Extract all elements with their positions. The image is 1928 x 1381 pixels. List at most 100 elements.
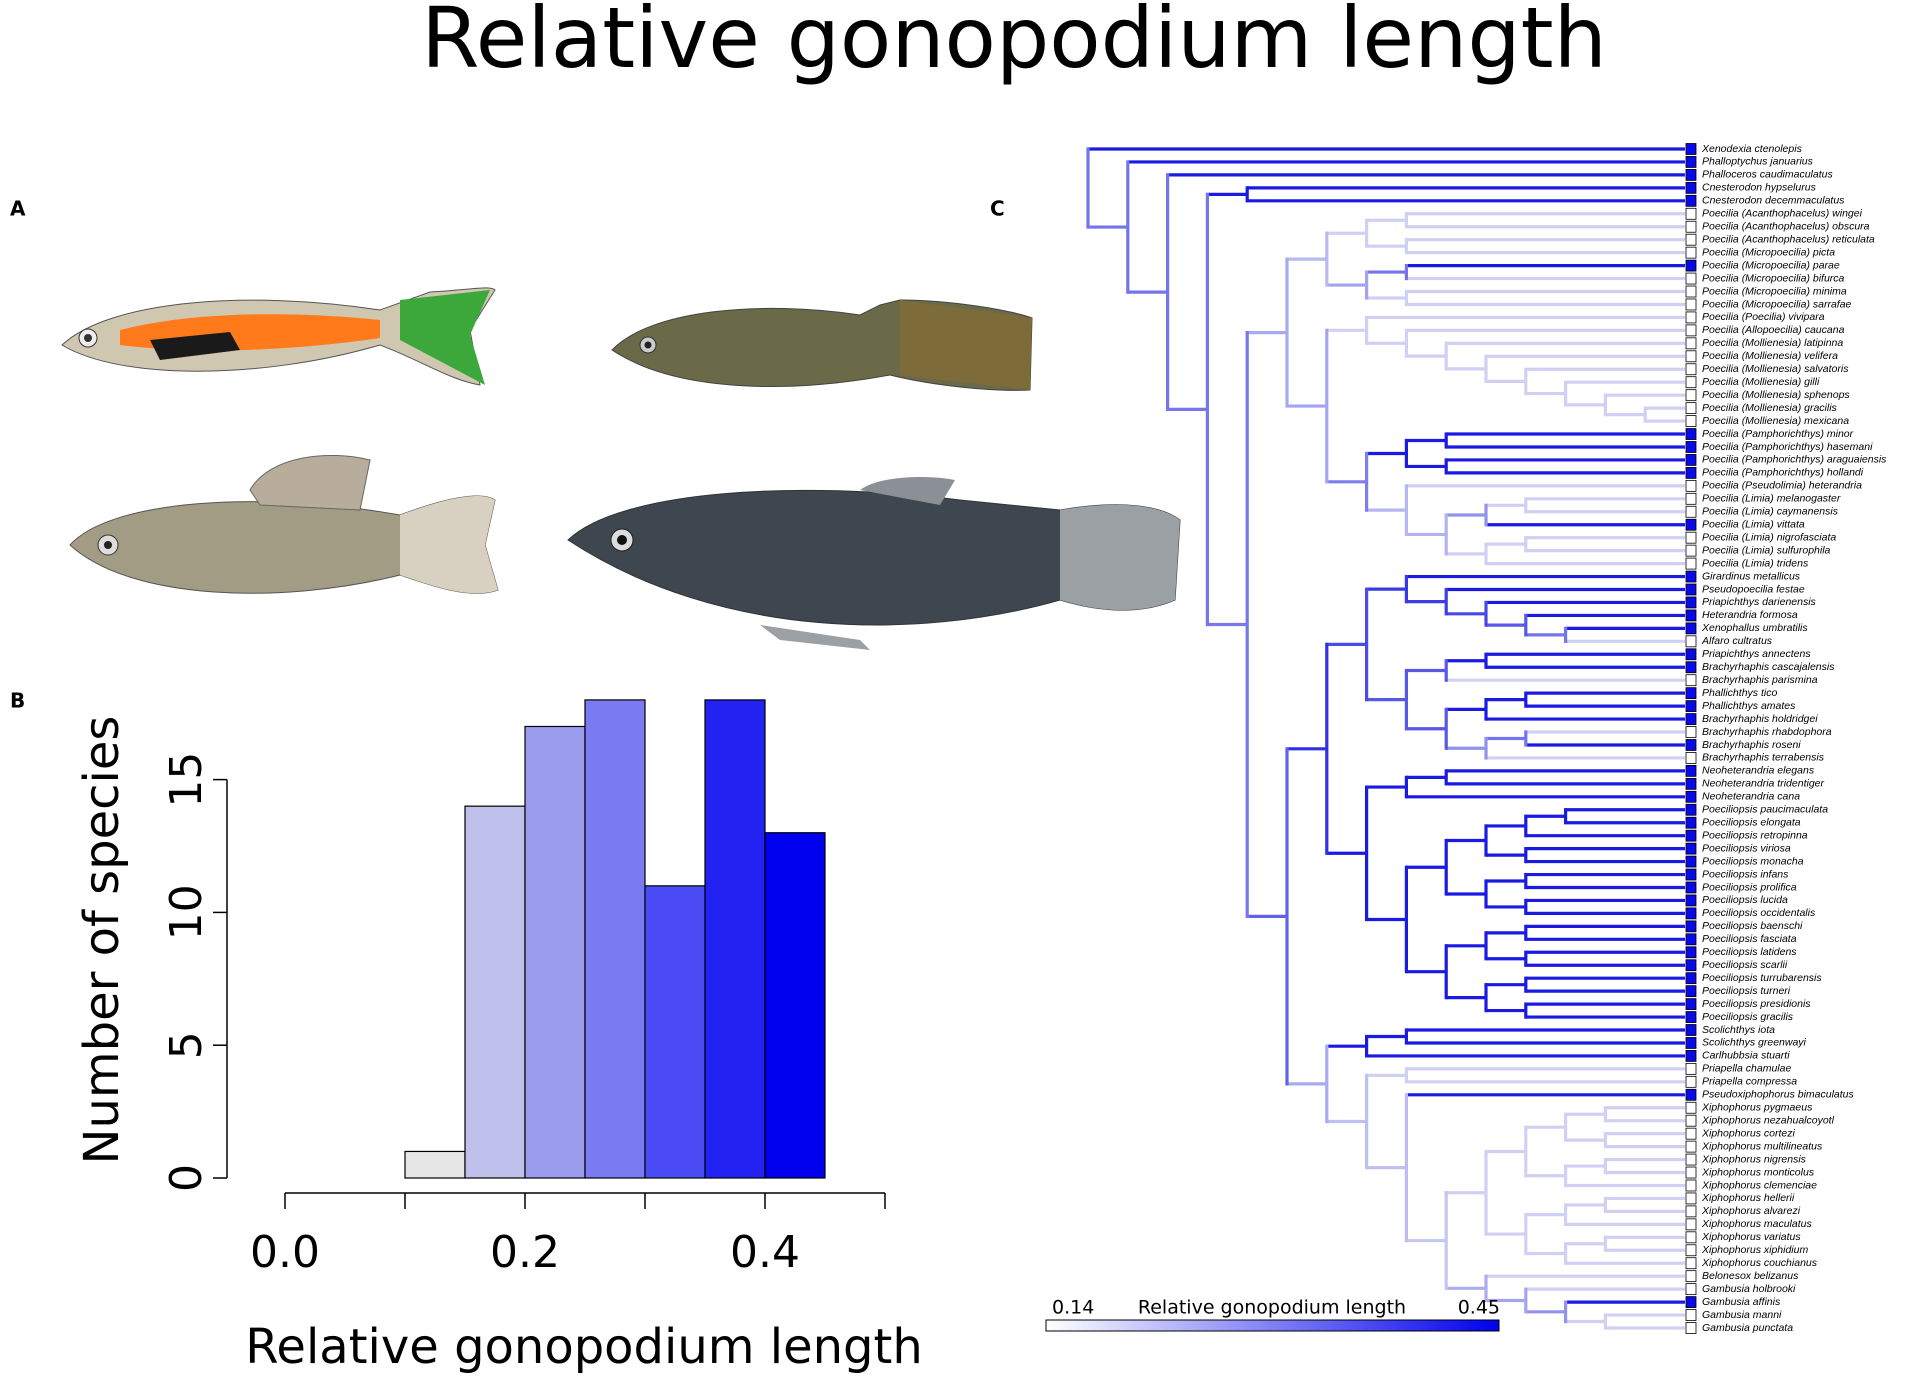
y-tick-label: 5 [161,1031,212,1059]
tip-box [1685,207,1697,220]
tip-label: Neoheterandria cana [1702,791,1800,803]
tip-box [1685,1011,1697,1023]
tip-label: Poeciliopsis monacha [1702,855,1804,867]
tip-label: Poecilia (Micropoecilia) bifurca [1702,272,1845,284]
tip-box [1685,1075,1697,1088]
tip-label: Gambusia holbrooki [1702,1283,1796,1295]
fish [61,287,496,386]
tip-box [1685,842,1697,855]
tip-box [1685,220,1697,233]
tip-label: Poeciliopsis infans [1702,868,1789,880]
tip-label: Poecilia (Acanthophacelus) obscura [1702,221,1870,233]
tip-box [1685,376,1697,389]
tip-box [1685,324,1697,337]
tip-box [1685,272,1697,285]
tip-box [1685,557,1697,570]
tip-label: Poeciliopsis latidens [1702,946,1797,958]
tip-box [1685,609,1697,622]
fish [69,455,499,594]
tip-label: Brachyrhaphis cascajalensis [1702,661,1835,673]
tip-box [1685,428,1697,440]
tip-label: Priapella compressa [1702,1076,1797,1088]
tip-label: Xiphophorus pygmaeus [1701,1102,1813,1114]
tip-box [1685,531,1697,544]
bar [524,725,586,1179]
tip-label: Poecilia (Limia) melanogaster [1702,493,1841,505]
tip-box [1685,156,1697,168]
bar [644,885,706,1179]
tip-box [1685,415,1697,427]
tip-box [1685,194,1697,207]
tip-label: Poeciliopsis presidionis [1702,998,1811,1010]
tip-box [1685,544,1697,557]
tip-box [1685,777,1697,790]
tip-box [1685,855,1697,868]
tip-label: Carlhubbsia stuarti [1702,1050,1790,1062]
tip-box [1685,1231,1697,1244]
tip-label: Poecilia (Pamphorichthys) araguaiensis [1702,454,1887,466]
tip-box [1685,661,1697,674]
tip-box [1685,700,1697,713]
tip-box [1685,739,1697,751]
tip-box [1685,1101,1697,1114]
panel-label: B [10,689,25,713]
tip-box [1685,311,1697,324]
tip-box [1685,687,1697,700]
tip-label: Poeciliopsis scarlii [1702,959,1788,971]
tip-label: Brachyrhaphis roseni [1702,739,1801,751]
tip-label: Poecilia (Limia) nigrofasciata [1702,531,1836,543]
tip-label: Poeciliopsis viriosa [1702,842,1791,854]
tip-label: Xiphophorus clemenciae [1701,1179,1817,1191]
tip-label: Scolichthys greenwayi [1702,1037,1807,1049]
tip-label: Poecilia (Poecilia) vivipara [1702,311,1825,323]
plots: 0 5 10 15 0.0 0.2 0.4 Relative gonopodium lengt… [74,143,1887,1375]
tip-label: Cnesterodon decemmaculatus [1702,195,1845,207]
colorbar-max: 0.45 [1458,1297,1500,1319]
tip-box [1685,972,1697,985]
tip-box [1685,1166,1697,1179]
tip-label: Xiphophorus monticolus [1701,1166,1815,1178]
tip-box [1685,1140,1697,1153]
tip-box [1685,1037,1697,1049]
tip-box [1685,570,1697,583]
tip-box [1685,1024,1697,1036]
tip-label: Brachyrhaphis rhabdophora [1702,726,1832,738]
tip-label: Gambusia affinis [1702,1296,1781,1308]
y-tick-label: 15 [161,752,212,808]
tip-box [1685,181,1697,194]
tip-box [1685,752,1697,764]
tip-label: Xiphophorus alvarezi [1701,1205,1801,1217]
panel-label: C [990,197,1005,221]
tip-label: Xiphophorus hellerii [1701,1192,1795,1204]
tip-box [1685,881,1697,894]
tip-box [1685,1114,1697,1127]
tip-label: Poeciliopsis paucimaculata [1702,804,1828,816]
tip-box [1685,337,1697,350]
tip-box [1685,959,1697,972]
tip-label: Xenodexia ctenolepis [1701,143,1803,155]
figure-title: Relative gonopodium length [421,0,1607,87]
tip-label: Poecilia (Mollienesia) latipinna [1702,337,1843,349]
tip-label: Poecilia (Mollienesia) velifera [1702,350,1838,362]
bar [704,699,766,1179]
tip-label: Poeciliopsis turrubarensis [1702,972,1822,984]
tip-box [1685,985,1697,998]
tip-label: Phalloceros caudimaculatus [1702,169,1833,181]
tip-label: Brachyrhaphis parismina [1702,674,1818,686]
tip-box [1685,790,1697,803]
tip-label: Belonesox belizanus [1702,1270,1799,1282]
tip-label: Alfaro cultratus [1701,635,1773,647]
tip-label: Girardinus metallicus [1702,570,1801,582]
tip-label: Priapella chamulae [1702,1063,1791,1075]
tip-box [1685,1309,1697,1321]
tip-box [1685,350,1697,363]
tip-box [1685,933,1697,946]
tip-label: Poecilia (Limia) caymanensis [1702,506,1839,518]
tip-label: Poeciliopsis occidentalis [1702,907,1816,919]
tip-box [1685,467,1697,479]
tip-box [1685,894,1697,907]
tip-box [1685,726,1697,738]
tip-box [1685,518,1697,531]
tip-label: Xiphophorus nigrensis [1701,1153,1807,1165]
